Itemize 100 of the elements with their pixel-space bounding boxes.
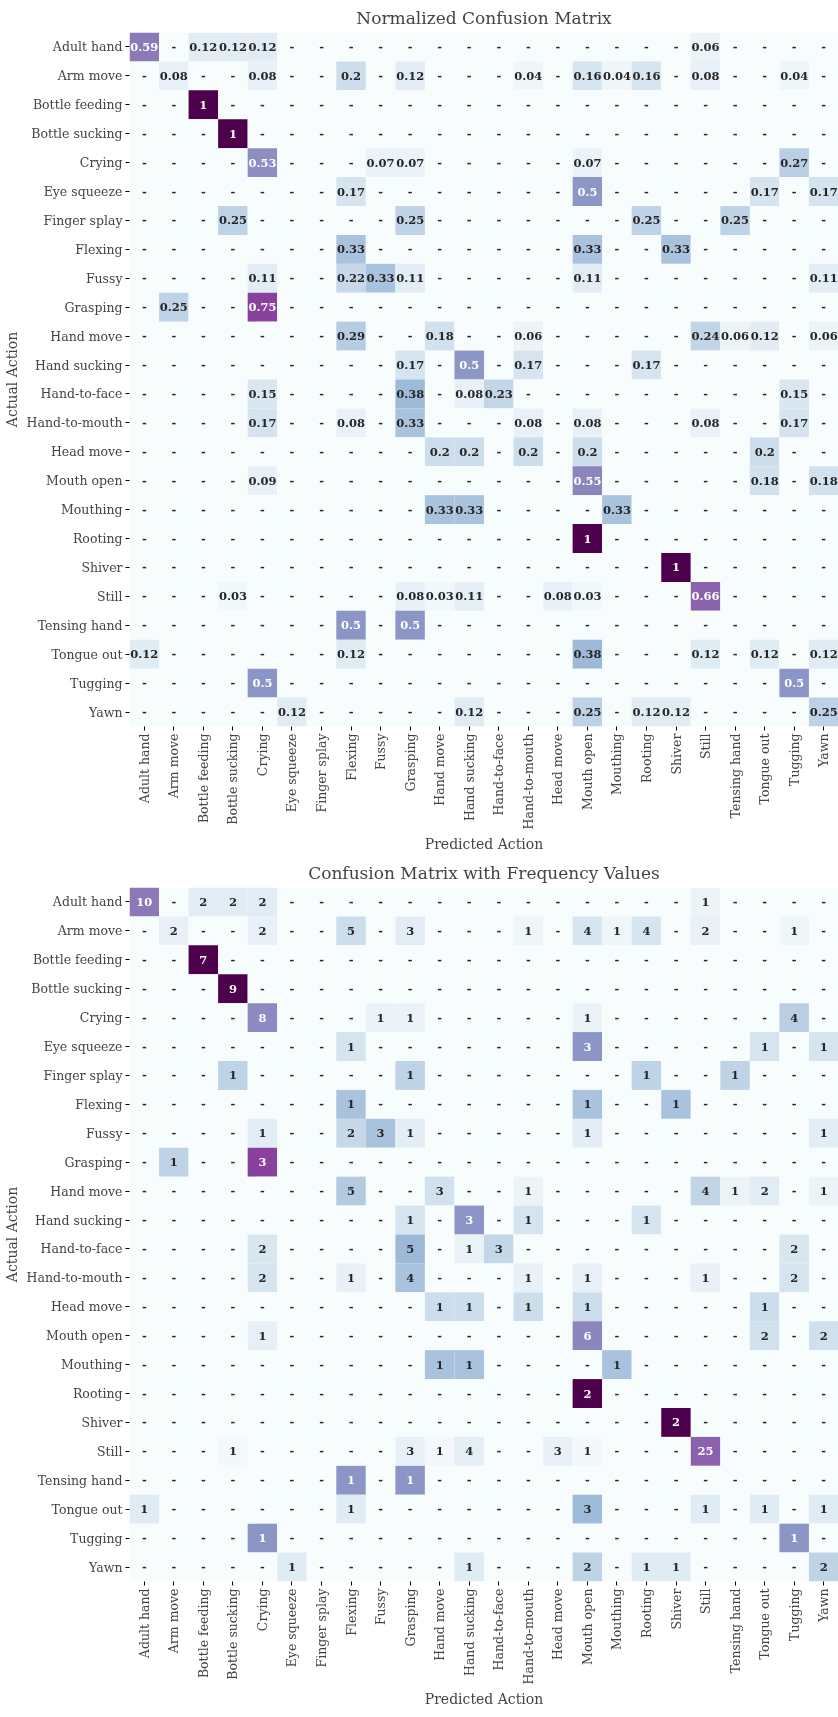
text: - (644, 1039, 649, 1054)
text: - (585, 1184, 590, 1199)
text: - (378, 358, 383, 373)
text: - (496, 1386, 502, 1401)
text: - (762, 126, 768, 141)
data-label: 1 (406, 1473, 415, 1488)
text: - (378, 531, 383, 546)
data-label: 1 (347, 1039, 356, 1054)
text: - (378, 1241, 383, 1256)
data-label: 0.11 (396, 271, 425, 286)
text: - (821, 894, 827, 909)
text: - (200, 68, 206, 83)
y-tick-label: Hand-to-mouth (26, 415, 123, 431)
y-tick-label: Hand-to-face (40, 1241, 123, 1257)
text: - (171, 647, 177, 662)
x-tick-label: Rooting (638, 733, 654, 784)
text: - (762, 705, 768, 720)
text: - (585, 1155, 590, 1170)
text: - (525, 1560, 531, 1575)
text: - (762, 300, 768, 315)
text: - (171, 502, 177, 517)
text: - (260, 1502, 265, 1517)
text: - (437, 981, 443, 996)
data-label: 5 (347, 923, 356, 938)
data-label: 0.12 (218, 39, 247, 54)
text: - (525, 1531, 531, 1546)
text: - (703, 1126, 708, 1141)
text: - (555, 1126, 561, 1141)
data-label: 0.15 (780, 386, 809, 401)
text: - (703, 560, 708, 575)
text: - (614, 242, 620, 257)
x-tick-label: Grasping (402, 1588, 418, 1647)
text: - (644, 647, 649, 662)
text: - (466, 1010, 472, 1025)
text: - (378, 97, 383, 112)
text: - (791, 329, 797, 344)
data-label: 0.06 (691, 39, 720, 54)
text: - (821, 1386, 827, 1401)
text: - (762, 1415, 768, 1430)
text: - (171, 1068, 177, 1083)
data-label: 5 (406, 1241, 415, 1256)
text: - (614, 1473, 620, 1488)
text: - (555, 1097, 561, 1112)
text: - (673, 1386, 679, 1401)
text: - (289, 647, 295, 662)
text: - (289, 300, 295, 315)
text: - (466, 126, 472, 141)
text: - (171, 952, 177, 967)
data-label: 0.33 (602, 502, 631, 517)
text: - (289, 1097, 295, 1112)
text: - (437, 1068, 443, 1083)
text: - (319, 242, 324, 257)
text: - (555, 386, 561, 401)
text: - (614, 300, 620, 315)
text: - (732, 1241, 738, 1256)
text: - (348, 126, 354, 141)
text: - (614, 1270, 620, 1285)
y-tick-label: Bottle sucking (31, 981, 123, 997)
text: - (644, 1270, 649, 1285)
text: - (732, 502, 738, 517)
text: - (821, 1241, 827, 1256)
data-label: 0.15 (248, 386, 277, 401)
data-label: 0.07 (396, 155, 425, 170)
text: - (762, 502, 768, 517)
chart-title: Confusion Matrix with Frequency Values (308, 862, 660, 883)
text: - (200, 618, 206, 633)
text: - (466, 647, 472, 662)
data-label: 0.08 (514, 415, 543, 430)
text: - (466, 473, 472, 488)
text: - (348, 155, 354, 170)
text: - (555, 1213, 561, 1228)
text: - (230, 1386, 236, 1401)
text: - (585, 502, 590, 517)
text: - (289, 184, 295, 199)
text: - (407, 473, 413, 488)
text: - (230, 444, 236, 459)
y-tick-label: Bottle feeding (32, 952, 123, 968)
data-label: 2 (701, 923, 710, 938)
text: - (673, 531, 679, 546)
x-tick-label: Tensing hand (727, 1588, 743, 1674)
data-label: 5 (347, 1184, 356, 1199)
text: - (732, 415, 738, 430)
x-tick-label: Hand-to-mouth (520, 1588, 536, 1685)
text: - (496, 213, 502, 228)
text: - (319, 1126, 324, 1141)
text: - (555, 923, 561, 938)
data-label: 1 (612, 923, 621, 938)
text: - (171, 184, 177, 199)
text: - (821, 386, 827, 401)
text: - (319, 894, 324, 909)
text: - (525, 589, 531, 604)
text: - (348, 1357, 354, 1372)
text: - (200, 1068, 206, 1083)
data-label: 1 (258, 1531, 267, 1546)
text: - (171, 242, 177, 257)
text: - (200, 1415, 206, 1430)
y-tick-label: Crying (79, 155, 123, 171)
text: - (378, 415, 383, 430)
text: - (644, 184, 649, 199)
text: - (821, 358, 827, 373)
